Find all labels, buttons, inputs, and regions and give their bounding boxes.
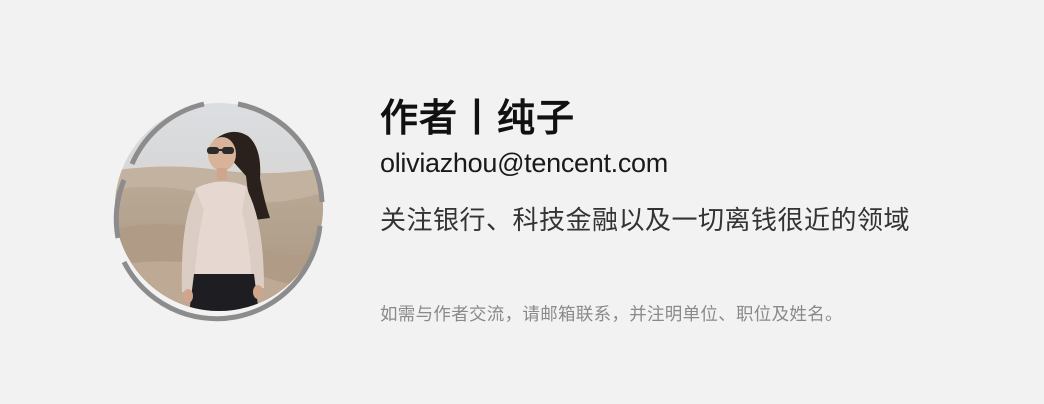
- author-email[interactable]: oliviazhou@tencent.com: [380, 148, 668, 178]
- author-avatar: [104, 92, 334, 322]
- contact-note: 如需与作者交流，请邮箱联系，并注明单位、职位及姓名。: [380, 305, 843, 325]
- author-photo: [113, 101, 325, 322]
- author-title: 作者丨纯子: [380, 96, 576, 140]
- author-focus-areas: 关注银行、科技金融以及一切离钱很近的领域: [380, 206, 911, 236]
